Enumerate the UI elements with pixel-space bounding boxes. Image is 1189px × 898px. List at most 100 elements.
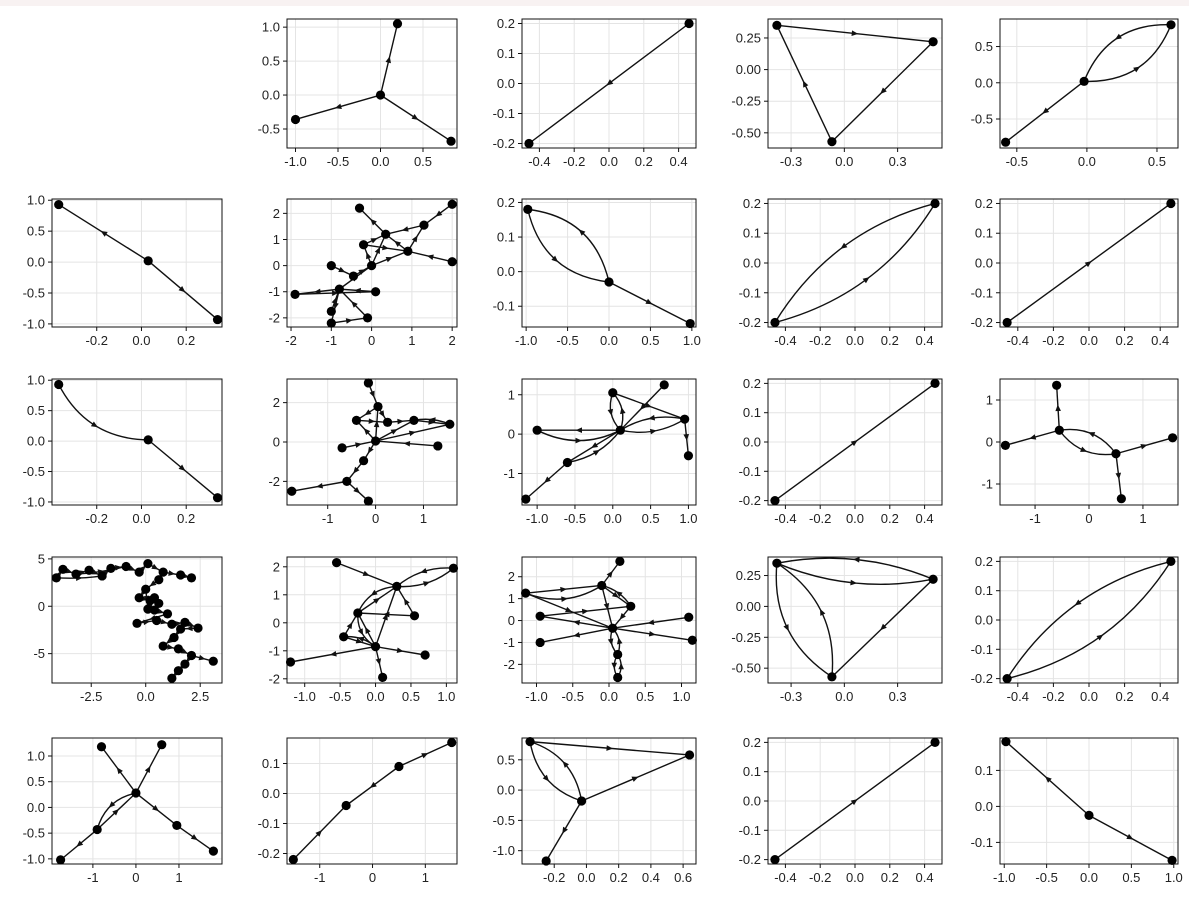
edge-arrowhead [606,79,614,86]
edge-arrowhead [1080,446,1088,452]
graph-node [288,854,298,865]
graph-node [1052,380,1062,390]
plot-frame [999,18,1179,149]
x-tick-label: 0.0 [132,511,150,526]
graph-node [56,855,66,865]
edge-arrowhead [1074,599,1082,606]
x-tick-label: 0.0 [1080,689,1098,704]
graph-node [577,796,587,806]
x-tick-label: 0.4 [670,154,688,169]
graph-node [169,632,179,643]
y-tick-label: 2 [273,395,280,410]
edge-arrowhead [1133,66,1141,73]
y-tick-label: -2 [268,474,280,489]
graph-node [208,656,218,666]
edge-arrowhead [382,613,388,621]
edge-arrowhead [369,390,375,398]
edge-arrowhead [334,103,342,110]
panel-r1-c3: -0.4 -0.2 0.0 0.2 0.4 -0.2 -0.1 0.0 0.1 0.2 [739,196,943,348]
edge-arrowhead [542,774,550,782]
y-tick-label: -1 [503,635,515,650]
graph-edge [1084,24,1172,83]
plot-frame [51,198,223,328]
x-tick-label: 1 [422,870,429,885]
edge-arrowhead [364,409,372,416]
graph-edge [776,562,934,585]
x-tick-label: -0.4 [1007,333,1029,348]
y-tick-label: -0.5 [258,121,280,136]
graph-node [54,199,64,210]
edge-arrowhead [403,598,410,606]
edge-arrowhead [606,570,613,578]
graph-node [928,574,938,584]
y-tick-label: -0.2 [971,671,993,686]
edge-arrowhead [353,486,361,494]
graph-node [339,632,349,642]
y-tick-label: 1 [508,387,515,402]
graph-node [134,567,144,577]
graph-node [535,611,545,621]
edge-arrowhead [850,799,858,806]
x-tick-label: -0.4 [774,870,796,885]
graph-edge [527,208,610,283]
edge-arrowhead [1096,634,1104,641]
x-tick-label: 0.3 [889,154,907,169]
graph-node [152,615,162,626]
x-tick-label: -1.0 [284,154,306,169]
x-tick-label: 0.0 [846,333,864,348]
graph-node [362,313,373,323]
edge-arrowhead [880,623,887,631]
y-tick-label: 0 [508,427,515,442]
x-tick-label: -0.3 [780,154,802,169]
edge-arrowhead [422,581,431,587]
edge-arrowhead [186,625,193,632]
x-tick-label: -0.4 [1007,689,1029,704]
panel-r3-c2: -1.0 -0.5 0.0 0.5 1.0 -2 -1 0 1 2 [503,556,697,704]
x-tick-label: -0.5 [564,511,586,526]
edge-arrowhead [144,765,151,774]
edge-arrowhead [1140,443,1148,450]
x-tick-label: 0.2 [881,333,899,348]
y-tick-label: 0.1 [743,226,761,241]
graph-node [1168,433,1178,443]
x-tick-label: -1.0 [515,333,537,348]
edge-arrowhead [108,801,116,808]
edge-arrowhead [1114,33,1122,40]
y-tick-label: -1 [503,466,515,481]
x-tick-label: 1.0 [1165,870,1183,885]
y-tick-label: -1.0 [23,316,45,331]
edge-arrowhead [90,421,98,428]
graph-node [521,494,531,504]
y-tick-label: 1 [273,232,280,247]
edge-arrowhead [1042,107,1050,114]
graph-node [1166,556,1176,566]
x-tick-label: 0.2 [1116,689,1134,704]
graph-node [348,271,359,281]
graph-node [326,318,336,328]
graph-node [770,317,780,328]
y-tick-label: -2 [268,671,280,686]
graph-node [1001,737,1011,747]
graph-node [121,561,131,572]
panel-r3-c0: -2.5 0.0 2.5 -5 0 5 [33,551,223,704]
graph-node [173,644,184,654]
edge-arrowhead [355,638,363,644]
edge-arrowhead [607,638,614,646]
graph-edge [1083,24,1172,82]
graph-edge [527,209,610,283]
edge-arrowhead [435,210,443,217]
x-tick-label: 0.2 [177,511,195,526]
y-tick-label: 0.5 [497,752,515,767]
edge-arrowhead [603,603,610,611]
y-tick-label: 2 [508,569,515,584]
x-tick-label: 0.0 [600,154,618,169]
edge-arrowhead [562,761,569,768]
y-tick-label: 0.2 [743,735,761,750]
x-tick-label: 0.4 [916,870,934,885]
edge-arrowhead [394,240,402,247]
panel-r0-c2: -0.4 -0.2 0.0 0.2 0.4 -0.2 -0.1 0.0 0.1 0.2 [493,16,697,169]
x-tick-label: 2 [449,333,456,348]
x-tick-label: 0.0 [1078,154,1096,169]
edge-arrowhead [578,229,586,236]
x-tick-label: 0.2 [1116,333,1134,348]
